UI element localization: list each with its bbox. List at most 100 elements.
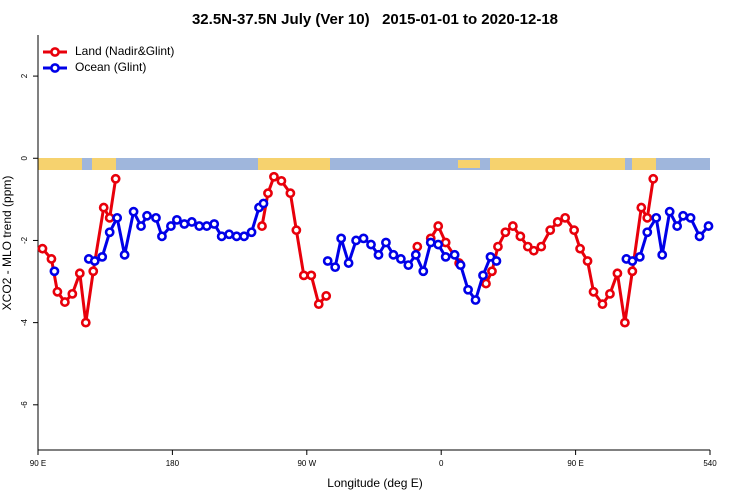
surface-mask [38,158,710,170]
data-point [179,219,190,229]
data-point [455,260,466,270]
data-point [410,249,421,260]
data-point [97,251,108,262]
data-point [412,241,423,252]
x-tick-label: 540 [703,459,717,468]
data-point [403,260,414,270]
data-point [463,284,473,295]
data-point [433,221,444,231]
data-point [515,231,526,242]
data-point [470,295,481,305]
data-point [194,221,205,231]
data-point [157,231,167,242]
data-point [373,249,384,260]
data-point [657,249,668,260]
data-point [216,231,227,242]
data-point [478,270,488,281]
data-point [634,251,645,262]
data-point [74,268,85,279]
data-point [418,266,429,277]
data-point [313,299,324,310]
land-band [490,158,625,170]
data-point [612,268,623,279]
land-band [38,158,82,170]
data-point [209,219,220,229]
x-tick-label: 90 E [30,459,46,468]
data-point [545,225,556,236]
data-point [685,212,696,223]
data-point [575,243,585,254]
data-point [351,235,361,246]
land-band [92,158,116,170]
data-point [104,227,115,238]
data-point [89,256,100,266]
data-point [507,221,518,231]
data-point [560,212,571,223]
y-tick-label: -6 [20,401,29,409]
x-axis-label: Longitude (deg E) [327,476,422,490]
data-point [487,266,497,277]
data-point [322,256,333,266]
data-point [306,270,317,281]
data-point [619,317,630,328]
data-point [552,217,563,227]
land-band [458,160,480,168]
data-point [440,237,451,248]
data-point [136,221,146,231]
legend-label: Ocean (Glint) [75,60,146,74]
data-point [597,299,608,310]
data-point [321,291,332,301]
data-point [128,206,139,217]
data-point [263,188,273,199]
data-point [500,227,511,238]
legend-marker [50,63,60,73]
x-tick-label: 90 W [297,459,316,468]
data-point [110,173,121,184]
data-point [588,286,599,297]
data-point [481,278,491,289]
data-point [358,233,369,244]
data-point [678,210,689,221]
data-point [67,288,78,299]
data-point [648,173,659,184]
data-point [59,297,70,307]
data-point [388,249,399,260]
data-point [291,225,302,236]
data-point [142,210,152,221]
data-point [627,256,638,266]
data-point [491,256,502,266]
data-point [651,212,662,223]
data-point [257,221,267,231]
data-point [298,270,309,281]
data-point [433,239,444,250]
series-line [88,202,710,304]
land-band [258,158,330,170]
data-point [642,227,653,238]
legend-label: Land (Nadir&Glint) [75,44,174,58]
data-point [528,245,539,256]
land-band [632,158,656,170]
data-point [569,225,580,236]
data-point [119,249,130,260]
data-point [285,188,296,199]
x-tick-label: 180 [166,459,180,468]
data-point [166,221,176,231]
data-point [672,221,683,231]
data-point [664,206,675,217]
data-point [366,239,376,250]
data-point [343,258,354,268]
y-tick-label: -2 [20,236,29,244]
data-point [330,262,341,273]
data-point [642,212,653,223]
data-point [425,237,436,248]
data-point [336,233,347,244]
data-point [493,241,503,252]
data-point [98,202,109,213]
data-point [258,198,269,209]
data-point [449,249,460,260]
data-point [269,171,279,182]
data-point [395,254,406,264]
data-point [104,212,115,223]
data-point [276,175,287,186]
